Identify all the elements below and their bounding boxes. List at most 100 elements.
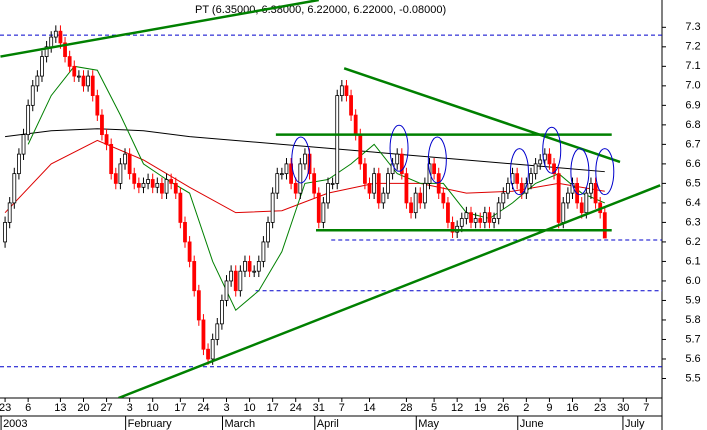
y-tick-label: 6.0 — [685, 275, 700, 287]
candle-body — [363, 163, 367, 184]
candle-body — [44, 46, 49, 57]
candle-body — [252, 270, 257, 273]
candle-body — [487, 212, 492, 223]
candle-body — [432, 163, 437, 175]
y-tick-label: 5.7 — [685, 333, 700, 345]
y-tick-label: 6.7 — [685, 138, 700, 150]
candle-body — [446, 202, 450, 223]
x-tick-label: 10 — [243, 402, 255, 414]
candle-body — [155, 182, 160, 188]
y-tick-label: 6.5 — [685, 177, 700, 189]
candle-body — [478, 218, 483, 223]
candle-body — [86, 75, 91, 87]
candle-body — [496, 202, 501, 219]
candle-body — [547, 153, 552, 165]
candle-body — [473, 218, 478, 223]
candle-body — [552, 163, 556, 175]
candle-body — [58, 30, 63, 44]
y-tick-label: 6.3 — [685, 216, 700, 228]
y-tick-label: 6.2 — [685, 236, 700, 248]
candle-body — [72, 65, 77, 77]
candle-body — [303, 153, 307, 165]
candle-body — [602, 212, 607, 239]
candle-body — [344, 85, 349, 96]
candle-body — [63, 42, 67, 57]
x-tick-label: 3 — [127, 402, 133, 414]
candle-body — [450, 222, 455, 233]
candle-body — [247, 261, 252, 272]
candle-body — [173, 182, 178, 194]
candle-body — [196, 290, 201, 321]
candle-body — [279, 173, 284, 176]
candle-body — [556, 173, 561, 223]
highlight-ellipse — [570, 148, 590, 196]
candle-body — [215, 323, 220, 340]
month-label: 2003 — [3, 418, 27, 430]
y-tick-label: 6.8 — [685, 119, 700, 131]
candle-body — [192, 261, 197, 292]
candle-body — [238, 270, 243, 292]
candle-body — [293, 182, 298, 194]
candle-body — [312, 173, 317, 194]
candle-body — [589, 182, 593, 194]
highlight-ellipse — [389, 124, 409, 172]
highlight-ellipse — [427, 136, 447, 184]
candle-body — [381, 192, 386, 204]
x-tick-label: 28 — [400, 402, 412, 414]
candle-body — [501, 192, 506, 204]
candle-body — [233, 270, 238, 292]
x-tick-label: 3 — [223, 402, 229, 414]
candle-body — [298, 163, 303, 194]
candle-body — [26, 104, 31, 136]
candle-body — [413, 192, 418, 214]
x-tick-label: 17 — [174, 402, 186, 414]
highlight-ellipse — [595, 148, 615, 196]
candle-body — [113, 173, 118, 184]
candle-body — [270, 192, 275, 223]
candle-body — [109, 143, 114, 175]
x-tick-label: 30 — [617, 402, 629, 414]
candle-body — [464, 212, 469, 219]
candle-body — [243, 261, 247, 272]
trendline — [118, 184, 661, 398]
candle-body — [579, 202, 584, 214]
candle-body — [53, 30, 58, 38]
x-tick-label: 13 — [54, 402, 66, 414]
candle-body — [459, 218, 464, 227]
candle-body — [506, 182, 510, 194]
moving-average — [5, 128, 605, 173]
candle-body — [224, 280, 229, 301]
candle-body — [441, 192, 446, 204]
candle-body — [261, 241, 266, 262]
candle-body — [256, 261, 261, 272]
y-tick-label: 5.6 — [685, 353, 700, 365]
candle-body — [35, 75, 40, 87]
candle-body — [104, 134, 109, 145]
candle-body — [160, 182, 164, 194]
x-tick-label: 24 — [197, 402, 209, 414]
y-tick-label: 6.4 — [685, 197, 700, 209]
candle-body — [335, 95, 340, 184]
candle-body — [289, 163, 293, 184]
x-tick-label: 12 — [451, 402, 463, 414]
candle-body — [67, 56, 72, 67]
x-tick-label: 10 — [147, 402, 159, 414]
month-label: March — [225, 418, 256, 430]
x-tick-label: 9 — [546, 402, 552, 414]
candle-body — [349, 95, 353, 116]
candle-body — [482, 212, 487, 223]
candle-body — [584, 192, 589, 214]
y-tick-label: 6.1 — [685, 255, 700, 267]
month-label: June — [520, 418, 544, 430]
candle-body — [469, 212, 473, 223]
candle-body — [123, 153, 127, 165]
candle-body — [529, 173, 533, 184]
x-tick-label: 19 — [474, 402, 486, 414]
candle-body — [7, 202, 12, 223]
trendline — [0, 0, 319, 58]
candle-body — [201, 319, 206, 350]
y-tick-label: 6.9 — [685, 99, 700, 111]
y-tick-label: 7.3 — [685, 21, 700, 33]
